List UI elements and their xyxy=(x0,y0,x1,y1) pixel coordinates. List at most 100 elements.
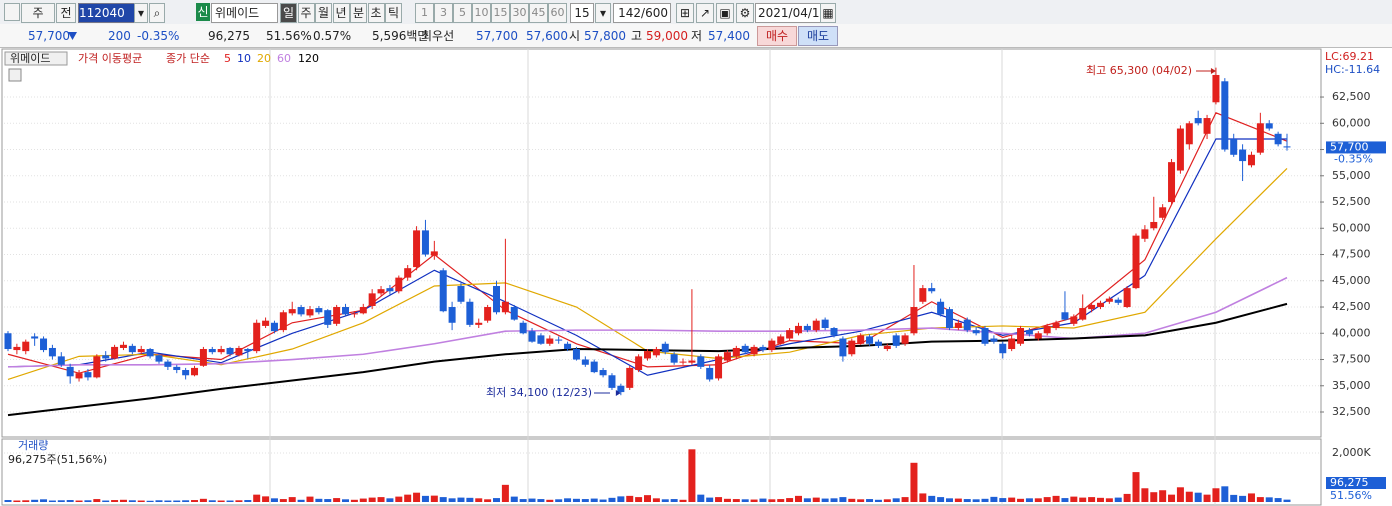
volume-bar xyxy=(22,500,30,502)
interval-button[interactable]: 10 xyxy=(472,3,491,23)
candle-body xyxy=(635,356,643,371)
interval-button[interactable]: 30 xyxy=(510,3,529,23)
volume-bar xyxy=(430,495,438,502)
volume-bar xyxy=(537,499,545,502)
tool-icon[interactable]: ↗ xyxy=(696,3,714,23)
candle-body xyxy=(519,322,527,334)
stock-name: 위메이드 xyxy=(211,3,278,23)
interval-input[interactable]: 15 xyxy=(570,3,594,23)
period-button[interactable]: 초 xyxy=(367,3,385,23)
table-icon[interactable] xyxy=(8,68,22,82)
volume-bar xyxy=(1185,491,1193,502)
volume-bar xyxy=(350,499,358,502)
candle-body xyxy=(590,361,598,373)
market-select[interactable]: 주 xyxy=(21,3,55,23)
volume-title: 거래량 xyxy=(18,439,48,452)
interval-button[interactable]: 3 xyxy=(434,3,453,23)
volume-bar xyxy=(715,497,723,502)
volume-bar xyxy=(404,494,412,502)
interval-button[interactable]: 15 xyxy=(491,3,510,23)
volume-bar xyxy=(723,498,731,502)
candle-body xyxy=(661,343,669,353)
y-tick-label: 32,500 xyxy=(1332,405,1371,418)
interval-button[interactable]: 60 xyxy=(548,3,567,23)
legend-box xyxy=(4,51,68,66)
volume-bar xyxy=(386,498,394,502)
volume-bar xyxy=(1230,494,1238,502)
candle-body xyxy=(1070,316,1078,324)
interval-button[interactable]: 1 xyxy=(415,3,434,23)
candle-body xyxy=(803,325,811,331)
scope-select[interactable]: 전 xyxy=(56,3,76,23)
candle-body xyxy=(928,288,936,292)
period-button[interactable]: 년 xyxy=(332,3,350,23)
chart-title: 위메이드 xyxy=(10,52,50,65)
date-input[interactable]: 2021/04/14 xyxy=(755,3,827,23)
candle-body xyxy=(528,331,536,342)
volume-bar xyxy=(635,497,643,502)
y-tick-label: 40,000 xyxy=(1332,326,1371,339)
code-input[interactable]: 112040 xyxy=(78,3,136,23)
volume-bar xyxy=(439,497,447,502)
dropdown[interactable]: ▾ xyxy=(134,3,148,23)
volume-bar xyxy=(919,493,927,502)
buy-button[interactable]: 매수 xyxy=(757,26,797,46)
volume-bar xyxy=(1159,490,1167,502)
amount: 5,596백만 xyxy=(372,29,429,43)
volume-bar xyxy=(608,497,616,502)
interval-button[interactable]: 5 xyxy=(453,3,472,23)
volume-bar xyxy=(1168,494,1176,502)
volume-bar xyxy=(413,492,421,502)
y-tick-label: 37,500 xyxy=(1332,353,1371,366)
y-tick-label: 42,500 xyxy=(1332,300,1371,313)
sell-button[interactable]: 매도 xyxy=(798,26,838,46)
volume-bar xyxy=(990,496,998,502)
period-button[interactable]: 분 xyxy=(350,3,367,23)
candle-body xyxy=(1176,128,1184,171)
period-button[interactable]: 주 xyxy=(297,3,315,23)
change-marker-label: -0.35% xyxy=(1334,152,1373,165)
candle-body xyxy=(315,308,323,313)
period-button[interactable]: 일 xyxy=(280,3,297,23)
volume-ratio-label: 51.56% xyxy=(1330,489,1372,502)
candle-body xyxy=(84,372,92,378)
settings-icon[interactable]: ⚙ xyxy=(736,3,754,23)
volume-bar xyxy=(1247,493,1255,502)
candle-body xyxy=(457,286,465,302)
candle-body xyxy=(1043,325,1051,334)
search-button[interactable]: ⌕ xyxy=(149,3,165,23)
volume-bar xyxy=(555,499,563,502)
interval-dropdown[interactable]: ▾ xyxy=(595,3,611,23)
volume-bar xyxy=(937,497,945,502)
candle-body xyxy=(324,310,332,325)
candle-body xyxy=(368,293,376,306)
low: 57,400 xyxy=(708,29,750,43)
volume-bar xyxy=(1265,497,1273,502)
period-button[interactable]: 월 xyxy=(315,3,332,23)
candle-body xyxy=(972,330,980,334)
candle-body xyxy=(199,349,207,366)
candle-body xyxy=(430,251,438,256)
period-button[interactable]: 틱 xyxy=(385,3,402,23)
candle-body xyxy=(421,230,429,255)
candle-body xyxy=(333,307,341,324)
interval-button[interactable]: 45 xyxy=(529,3,548,23)
candle-body xyxy=(102,355,110,359)
y-tick-label: 47,500 xyxy=(1332,248,1371,261)
menu-icon[interactable] xyxy=(4,3,20,21)
calendar-icon[interactable]: ▦ xyxy=(820,3,836,23)
candle-body xyxy=(22,341,30,352)
ask: 57,700 xyxy=(476,29,518,43)
volume-bar xyxy=(342,499,350,502)
volume-bar xyxy=(741,499,749,502)
candle-body xyxy=(581,359,589,365)
tool-icon[interactable]: ⊞ xyxy=(676,3,694,23)
candle-body xyxy=(66,366,74,377)
y-tick-label: 50,000 xyxy=(1332,221,1371,234)
volume-bar xyxy=(510,496,518,502)
volume-bar xyxy=(1274,498,1282,502)
volume-bar xyxy=(1052,495,1060,502)
save-icon[interactable]: ▣ xyxy=(716,3,734,23)
candle-body xyxy=(830,328,838,336)
candle-body xyxy=(40,338,48,351)
